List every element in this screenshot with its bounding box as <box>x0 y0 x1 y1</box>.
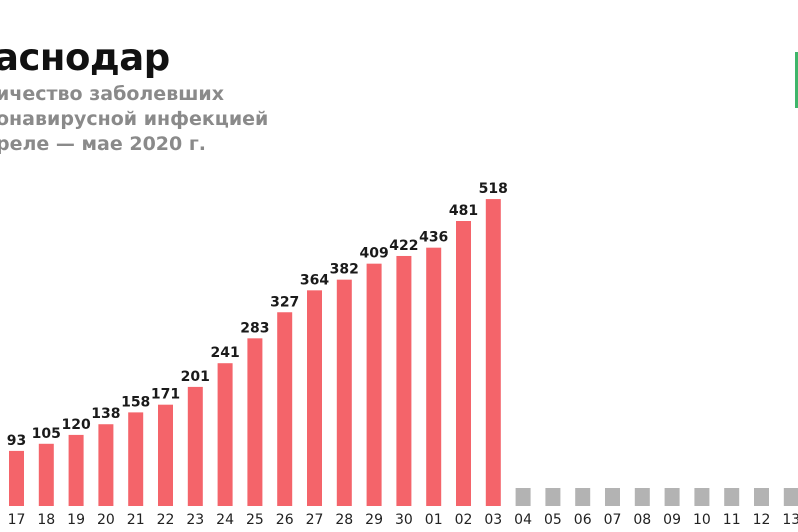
x-tick-label: 24 <box>216 512 234 528</box>
x-tick-label: 25 <box>246 512 264 528</box>
x-tick-label: 30 <box>395 512 413 528</box>
subtitle-line-3: реле — мае 2020 г. <box>0 133 207 155</box>
bar-28 <box>336 279 352 506</box>
accent-edge-mark <box>795 52 798 108</box>
bar-25 <box>247 338 263 506</box>
x-tick-label: 13 <box>782 512 798 528</box>
x-tick-label: 26 <box>276 512 294 528</box>
bar-29 <box>366 263 382 506</box>
bar-placeholder-06 <box>575 488 591 506</box>
x-tick-label: 02 <box>455 512 473 528</box>
x-tick-label: 22 <box>157 512 175 528</box>
bar-value-label: 481 <box>449 203 478 219</box>
chart-subtitle: ичество заболевших онавирусной инфекцией… <box>0 82 268 157</box>
bar-value-label: 422 <box>389 238 418 254</box>
bar-27 <box>307 290 322 506</box>
bar-value-label: 283 <box>240 320 269 336</box>
bar-value-label: 518 <box>479 181 508 197</box>
bar-03 <box>485 199 501 506</box>
x-tick-label: 10 <box>693 512 711 528</box>
bar-placeholder-12 <box>754 488 769 506</box>
bar-placeholder-05 <box>545 488 561 506</box>
x-tick-label: 27 <box>306 512 324 528</box>
bar-placeholder-04 <box>515 488 531 506</box>
x-tick-label: 08 <box>633 512 651 528</box>
bar-value-label: 158 <box>121 394 150 410</box>
bar-value-label: 171 <box>151 387 180 403</box>
chart-title: аснодар <box>0 36 170 79</box>
x-tick-label: 04 <box>514 512 532 528</box>
bar-30 <box>396 255 412 506</box>
bar-placeholder-11 <box>724 488 740 506</box>
x-tick-label: 01 <box>425 512 443 528</box>
x-tick-label: 11 <box>723 512 741 528</box>
bar-value-label: 409 <box>359 246 388 262</box>
bar-value-label: 364 <box>300 272 329 288</box>
x-tick-label: 07 <box>604 512 622 528</box>
x-tick-label: 18 <box>37 512 55 528</box>
bar-value-label: 436 <box>419 230 448 246</box>
bar-value-label: 138 <box>91 406 120 422</box>
x-tick-label: 28 <box>335 512 353 528</box>
x-tick-label: 23 <box>186 512 204 528</box>
bar-17 <box>9 450 24 506</box>
x-tick-label: 29 <box>365 512 383 528</box>
bar-18 <box>38 443 54 506</box>
bar-value-label: 105 <box>32 426 61 442</box>
x-tick-label: 05 <box>544 512 562 528</box>
bar-22 <box>158 404 173 506</box>
bar-value-label: 93 <box>7 433 26 449</box>
x-tick-label: 03 <box>484 512 502 528</box>
x-tick-label: 09 <box>663 512 681 528</box>
bar-19 <box>68 434 84 506</box>
x-tick-label: 12 <box>753 512 771 528</box>
bar-02 <box>456 221 471 506</box>
x-tick-label: 19 <box>67 512 85 528</box>
bar-23 <box>187 386 203 506</box>
bar-21 <box>128 412 144 506</box>
bar-20 <box>98 424 114 506</box>
x-tick-label: 20 <box>97 512 115 528</box>
bar-value-label: 241 <box>210 345 239 361</box>
bar-value-label: 120 <box>61 417 90 433</box>
x-tick-label: 06 <box>574 512 592 528</box>
subtitle-line-1: ичество заболевших <box>0 83 224 105</box>
bar-placeholder-07 <box>605 488 620 506</box>
subtitle-line-2: онавирусной инфекцией <box>0 108 269 130</box>
bar-value-label: 201 <box>181 369 210 385</box>
x-tick-label: 17 <box>8 512 26 528</box>
bar-placeholder-08 <box>634 488 650 506</box>
bar-value-label: 327 <box>270 294 299 310</box>
bar-placeholder-13 <box>783 488 798 506</box>
bar-01 <box>426 247 442 507</box>
bar-value-label: 382 <box>330 262 359 278</box>
bar-placeholder-10 <box>694 488 710 506</box>
bar-24 <box>217 363 233 506</box>
bar-placeholder-09 <box>664 488 680 506</box>
x-tick-label: 21 <box>127 512 145 528</box>
bar-26 <box>277 312 293 506</box>
